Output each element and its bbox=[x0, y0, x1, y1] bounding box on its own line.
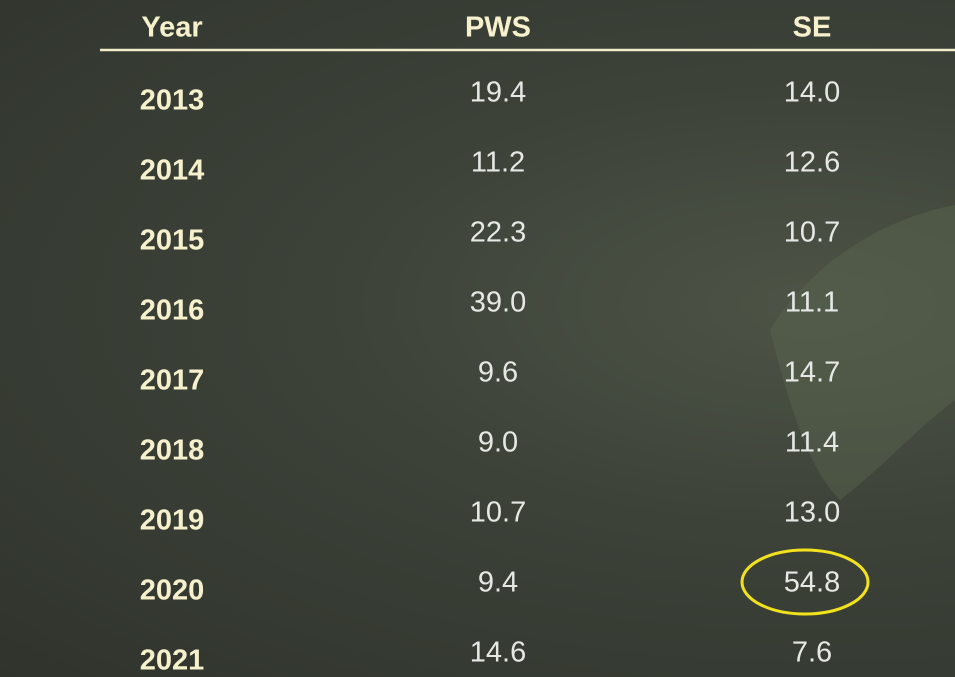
cell-value: 19.4 bbox=[470, 77, 526, 110]
cell-value: 22.3 bbox=[470, 217, 526, 250]
slide: Year PWS SE 2013 19.4 14.0 2014 11.2 12.6 2015 22.… bbox=[0, 0, 955, 677]
row-year: 2018 bbox=[140, 435, 205, 468]
row-year: 2016 bbox=[140, 295, 205, 328]
cell-value: 11.4 bbox=[785, 427, 839, 460]
row-year: 2013 bbox=[140, 85, 205, 118]
cell-value: 39.0 bbox=[470, 287, 526, 320]
cell-value: 14.6 bbox=[470, 637, 526, 670]
cell-value: 9.0 bbox=[478, 427, 518, 460]
row-year: 2014 bbox=[140, 155, 205, 188]
column-header: Year bbox=[141, 12, 202, 45]
cell-value: 11.1 bbox=[785, 287, 839, 320]
row-year: 2015 bbox=[140, 225, 205, 258]
cell-value: 54.8 bbox=[784, 567, 840, 600]
row-year: 2021 bbox=[140, 645, 205, 677]
row-year: 2019 bbox=[140, 505, 205, 538]
cell-value: 9.4 bbox=[478, 567, 518, 600]
cell-value: 14.0 bbox=[784, 77, 840, 110]
cell-value: 12.6 bbox=[784, 147, 840, 180]
cell-value: 9.6 bbox=[478, 357, 518, 390]
cell-value: 11.2 bbox=[471, 147, 525, 180]
column-header: SE bbox=[793, 12, 832, 45]
cell-value: 13.0 bbox=[784, 497, 840, 530]
cell-value: 10.7 bbox=[470, 497, 526, 530]
column-header: PWS bbox=[465, 12, 531, 45]
row-year: 2017 bbox=[140, 365, 205, 398]
cell-value: 14.7 bbox=[784, 357, 840, 390]
row-year: 2020 bbox=[140, 575, 205, 608]
cell-value: 7.6 bbox=[792, 637, 832, 670]
cell-value: 10.7 bbox=[784, 217, 840, 250]
